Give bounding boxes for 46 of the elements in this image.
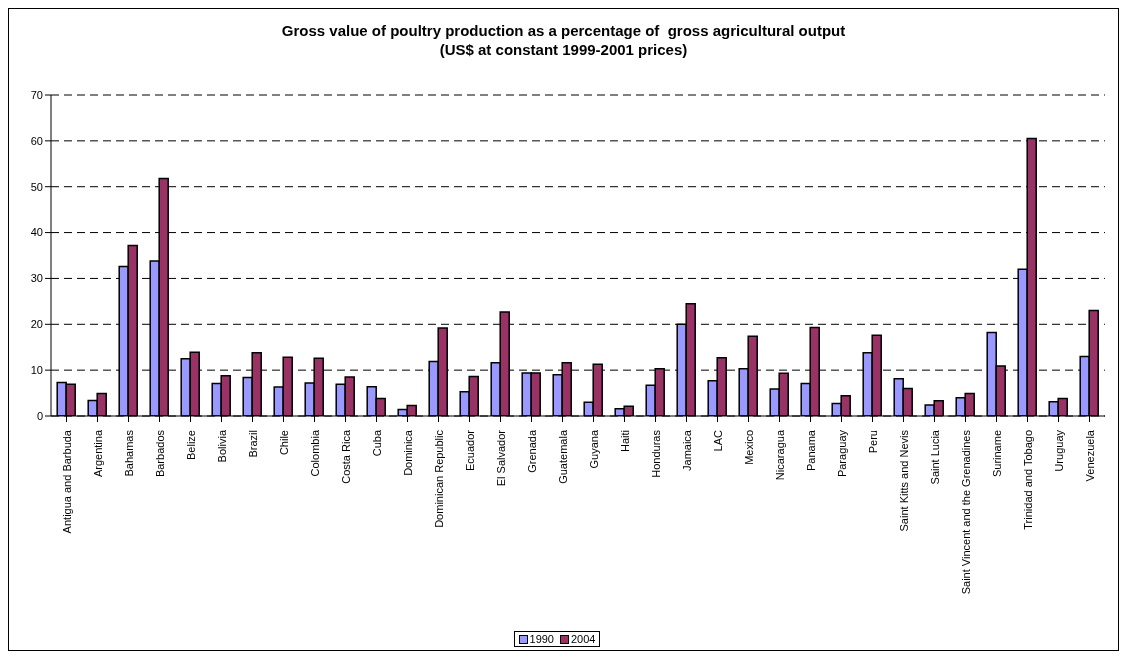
x-tick-label: Barbados [153, 429, 166, 478]
x-tick-label: El Salvador [494, 429, 507, 487]
x-tick-label: Grenada [525, 429, 538, 473]
x-tick-label: Honduras [649, 429, 662, 478]
x-tick-label: Guatemala [556, 429, 569, 484]
x-tick-label: Brazil [246, 430, 259, 458]
x-tick-label: Colombia [308, 429, 321, 477]
legend-label: 2004 [570, 633, 596, 645]
x-tick-label: Costa Rica [339, 429, 352, 484]
x-tick-label: Belize [184, 430, 197, 460]
x-tick-label: Saint Lucia [928, 429, 941, 485]
x-tick-label: Antigua and Barbuda [60, 429, 73, 534]
x-tick-label: Mexico [742, 430, 755, 465]
y-tick-label: 30 [30, 272, 43, 285]
y-tick-label: 70 [30, 88, 43, 101]
x-tick-label: Peru [866, 430, 879, 454]
x-tick-label: Bahamas [122, 429, 135, 477]
chart-subtitle: (US$ at constant 1999-2001 prices) [438, 40, 689, 59]
x-tick-label: Suriname [990, 430, 1003, 478]
y-tick-label: 20 [30, 318, 43, 331]
x-tick-label: Guyana [587, 429, 600, 469]
x-tick-label: Dominican Republic [432, 429, 445, 528]
y-tick-label: 40 [30, 226, 43, 239]
legend-label: 1990 [528, 633, 554, 645]
x-tick-label: Paraguay [835, 429, 848, 478]
x-tick-label: Jamaica [680, 429, 693, 471]
x-tick-label: Saint Kitts and Nevis [897, 429, 910, 532]
x-tick-label: Dominica [401, 429, 414, 476]
x-tick-label: Panama [804, 429, 817, 471]
x-tick-label: Saint Vincent and the Grenadines [959, 429, 972, 595]
x-tick-label: Venezuela [1083, 429, 1096, 482]
chart-title: Gross value of poultry production as a percentage of gross agricultural output [280, 21, 847, 40]
x-tick-label: Nicaragua [773, 429, 786, 481]
x-tick-label: Cuba [370, 429, 383, 457]
x-tick-label: Ecuador [463, 429, 476, 471]
y-tick-label: 50 [30, 180, 43, 193]
x-tick-label: Argentina [91, 429, 104, 478]
x-tick-label: Bolivia [215, 429, 228, 463]
x-tick-label: LAC [711, 429, 724, 452]
x-tick-label: Haiti [618, 430, 631, 453]
x-tick-label: Chile [277, 430, 290, 456]
x-tick-label: Uruguay [1052, 429, 1065, 472]
x-tick-label: Trinidad and Tobago [1021, 430, 1034, 530]
y-tick-label: 10 [30, 364, 43, 377]
y-tick-label: 0 [36, 409, 43, 422]
y-tick-label: 60 [30, 134, 43, 147]
